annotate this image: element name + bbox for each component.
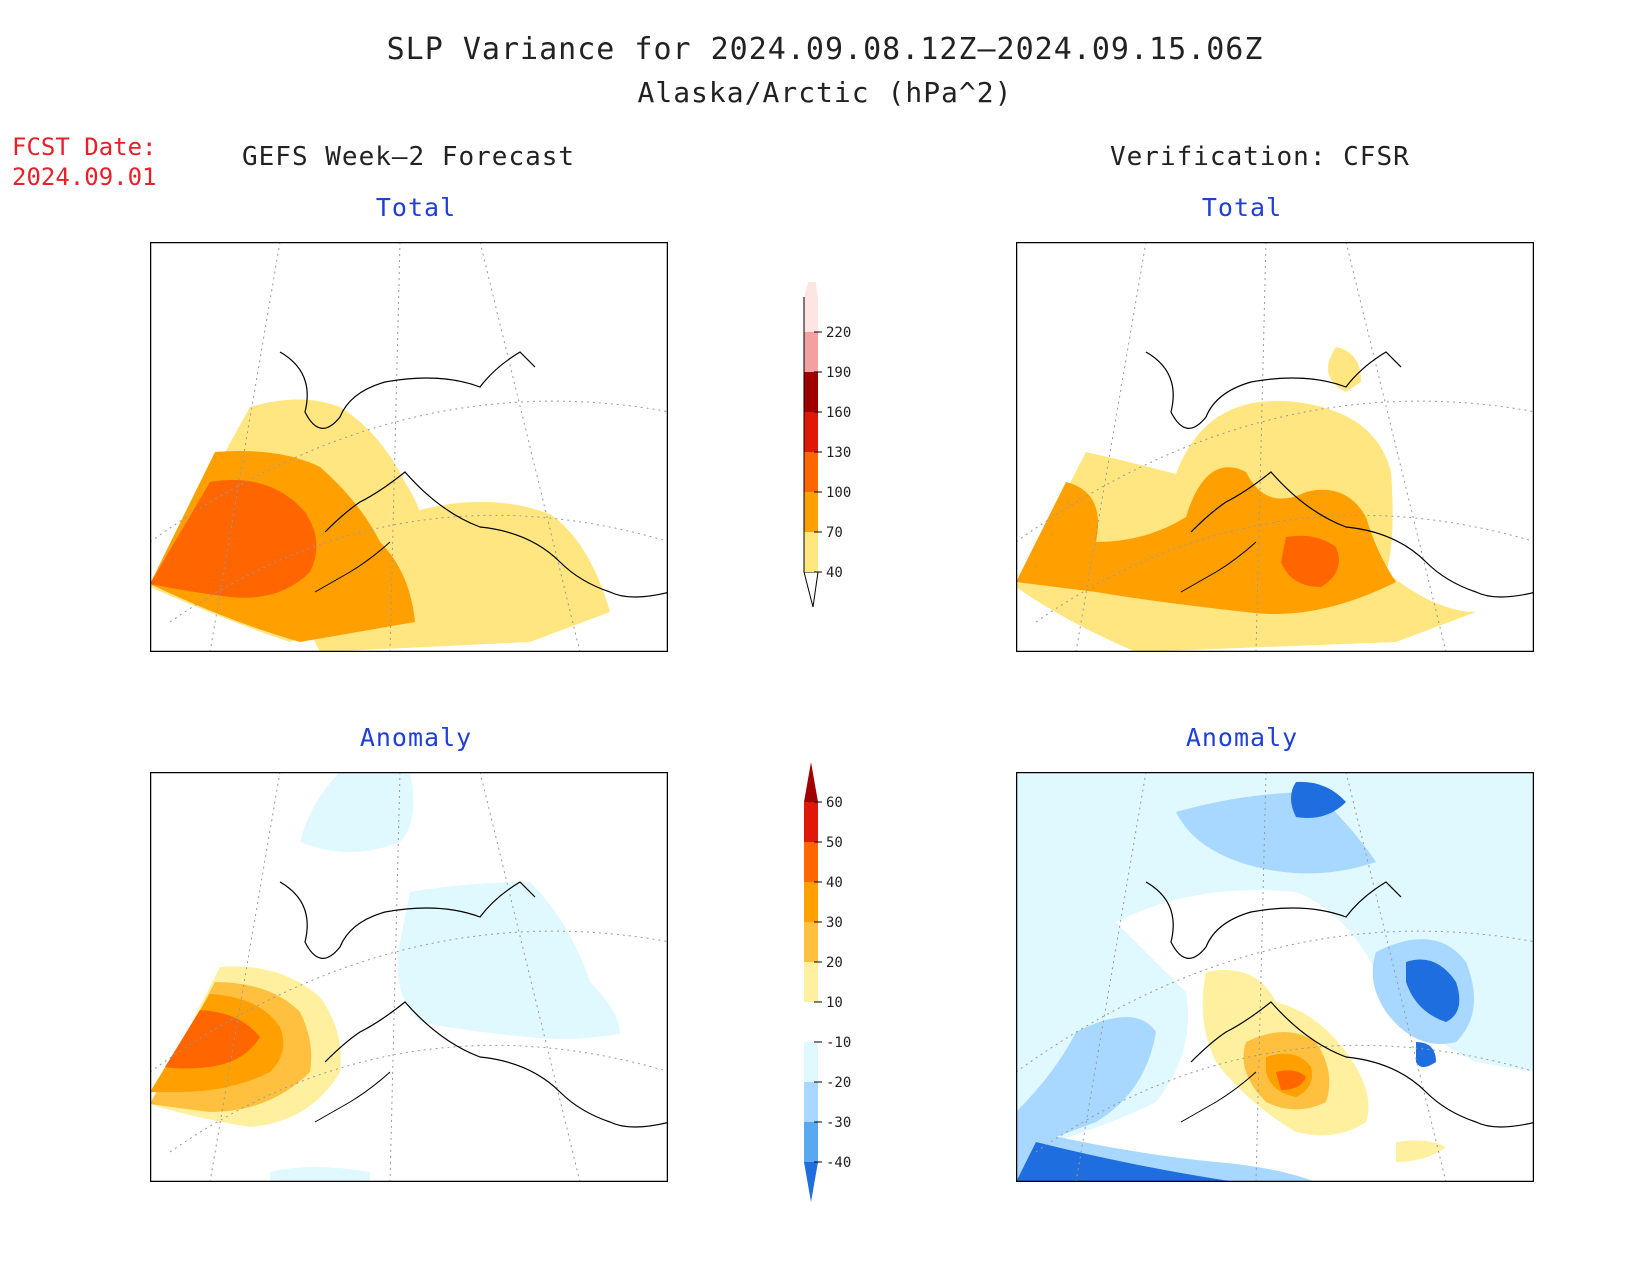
forecast-anomaly-map — [150, 772, 668, 1182]
verification-anomaly-label: Anomaly — [1185, 723, 1299, 752]
colorbar-tick-label: 160 — [826, 405, 851, 421]
colorbar-tick-label: 30 — [826, 915, 843, 931]
colorbar-tick-label: 40 — [826, 875, 843, 891]
colorbar-swatch — [804, 842, 818, 882]
forecast-total-label: Total — [375, 193, 457, 222]
colorbar-tick-label: 20 — [826, 955, 843, 971]
fcst-date: 2024.09.01 — [12, 163, 157, 191]
colorbar-swatch — [804, 962, 818, 1002]
total-colorbar: 40 70 100 130 160 190 220 — [803, 282, 851, 608]
colorbar-swatch — [804, 882, 818, 922]
colorbar-swatch — [804, 802, 818, 842]
colorbar-swatch — [804, 332, 818, 372]
colorbar-swatch — [804, 922, 818, 962]
colorbar-swatch — [804, 532, 818, 572]
colorbar-tick-label: 190 — [826, 365, 851, 381]
colorbar-swatch — [804, 1082, 818, 1122]
verification-heading: Verification: CFSR — [1110, 142, 1410, 172]
verification-anomaly-map — [1016, 772, 1534, 1182]
colorbar-tick-label: -10 — [826, 1035, 851, 1051]
colorbar-tick-label: -30 — [826, 1115, 851, 1131]
colorbar-swatch — [804, 762, 818, 802]
verification-total-map — [1016, 242, 1534, 652]
colorbar-tick-label: 10 — [826, 995, 843, 1011]
verification-total-label: Total — [1201, 193, 1283, 222]
colorbar-swatch — [804, 282, 818, 332]
forecast-heading: GEFS Week–2 Forecast — [242, 142, 576, 172]
colorbar-tick-label: 100 — [826, 485, 851, 501]
chart-title: SLP Variance for 2024.09.08.12Z–2024.09.… — [386, 32, 1264, 67]
forecast-total-map — [150, 242, 668, 652]
colorbar-tick-label: 50 — [826, 835, 843, 851]
colorbar-tick-label: 220 — [826, 325, 851, 341]
colorbar-swatch — [804, 412, 818, 452]
colorbar-tick-label: 70 — [826, 525, 843, 541]
chart-subtitle: Alaska/Arctic (hPa^2) — [637, 76, 1013, 109]
anomaly-colorbar: 60 50 40 30 20 10 -10 -20 -30 -40 — [804, 762, 851, 1202]
colorbar-low-tip — [803, 571, 819, 608]
colorbar-swatch — [804, 492, 818, 532]
colorbar-tick-label: 60 — [826, 795, 843, 811]
colorbar-tick-label: -20 — [826, 1075, 851, 1091]
colorbar-swatch — [804, 1122, 818, 1162]
forecast-anomaly-label: Anomaly — [359, 723, 473, 752]
colorbar-tick-label: 130 — [826, 445, 851, 461]
colorbar-swatch — [804, 1162, 818, 1202]
colorbar-tick-label: -40 — [826, 1155, 851, 1171]
colorbar-swatch — [804, 1002, 818, 1042]
colorbar-swatch — [804, 452, 818, 492]
colorbar-swatch — [804, 372, 818, 412]
colorbar-tick-label: 40 — [826, 565, 843, 581]
colorbar-swatch — [804, 1042, 818, 1082]
fcst-label: FCST Date: — [12, 133, 157, 161]
